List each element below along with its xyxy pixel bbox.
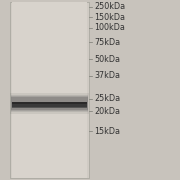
Text: 150kDa: 150kDa xyxy=(94,13,125,22)
Text: 50kDa: 50kDa xyxy=(94,55,120,64)
Bar xyxy=(11,97,88,110)
Text: 37kDa: 37kDa xyxy=(94,71,120,80)
Text: 20kDa: 20kDa xyxy=(94,107,120,116)
Text: 250kDa: 250kDa xyxy=(94,2,126,11)
Text: 75kDa: 75kDa xyxy=(94,38,121,47)
Bar xyxy=(10,2,89,178)
Bar xyxy=(11,96,88,111)
Bar xyxy=(12,2,87,178)
Bar xyxy=(12,102,87,107)
Bar xyxy=(12,104,87,108)
Bar xyxy=(10,93,89,114)
Text: 100kDa: 100kDa xyxy=(94,23,125,32)
Text: 15kDa: 15kDa xyxy=(94,127,120,136)
Bar xyxy=(10,94,89,112)
Text: 25kDa: 25kDa xyxy=(94,94,121,103)
